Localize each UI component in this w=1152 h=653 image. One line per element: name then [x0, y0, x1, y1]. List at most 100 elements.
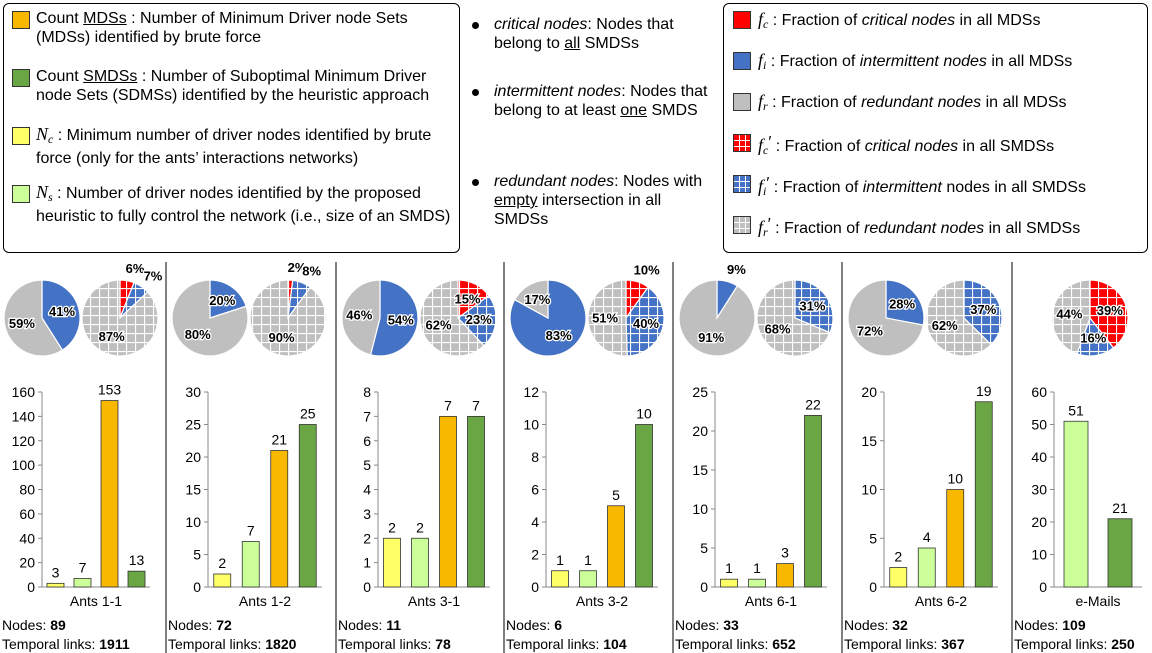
footer-nodes: Nodes: 33 — [675, 617, 739, 634]
legend-term: MDSs — [83, 10, 127, 27]
pie-label-intermittent: 20% — [209, 293, 235, 308]
fraction-pre: : Fraction of — [767, 94, 862, 111]
pie-label-intermittent: 40% — [633, 316, 659, 331]
y-tick-label: 10 — [1031, 547, 1047, 563]
bar-value-label: 4 — [923, 529, 931, 545]
pie-label-intermittent: 54% — [388, 313, 414, 328]
bar-value-label: 25 — [300, 406, 316, 422]
node-type-pre: : Nodes that belong to at least — [494, 83, 708, 119]
y-tick-label: 8 — [531, 449, 539, 465]
y-tick-label: 0 — [531, 579, 539, 595]
y-tick-label: 0 — [1039, 579, 1047, 595]
bar-value-label: 21 — [271, 432, 287, 448]
bar-value-label: 2 — [218, 555, 226, 571]
fraction-term: intermittent — [862, 179, 942, 196]
bar-count-mdss — [776, 563, 794, 588]
pie-label-intermittent: 31% — [799, 298, 825, 313]
footer-links-value: 104 — [603, 636, 627, 652]
pie-mds-slice-redundant — [3, 279, 64, 357]
legend-text-nc: Nc : Minimum number of driver nodes iden… — [36, 125, 454, 168]
fraction-pre: : Fraction of — [768, 12, 862, 29]
y-tick-label: 0 — [193, 579, 201, 595]
node-type-pre: : Nodes that belong to — [494, 16, 674, 52]
footer-nodes-label: Nodes: — [506, 617, 555, 633]
network-label: Ants 3-2 — [576, 593, 628, 609]
fraction-symbol: f — [758, 217, 764, 237]
node-type-key: empty — [494, 192, 538, 209]
pie-mds-slice-redundant — [513, 279, 549, 320]
legend-description: : Minimum number of driver nodes identif… — [36, 127, 432, 167]
footer-links-label: Temporal links: — [844, 636, 942, 652]
footer-nodes-label: Nodes: — [338, 617, 387, 633]
fraction-symbol: f — [758, 9, 764, 29]
bar-value-label: 51 — [1068, 402, 1084, 418]
footer-links-value: 652 — [772, 636, 796, 652]
y-tick-label: 60 — [19, 506, 35, 522]
network-label: e-Mails — [1075, 593, 1120, 609]
bar-count-smdss — [804, 414, 822, 588]
fraction-post: in all MDSs — [986, 53, 1073, 70]
footer-links: Temporal links: 78 — [338, 636, 451, 653]
y-tick-label: 20 — [185, 449, 201, 465]
y-tick-label: 15 — [692, 462, 708, 478]
bar-value-label: 2 — [388, 519, 396, 535]
bar-nc — [46, 582, 65, 588]
y-tick-label: 20 — [861, 384, 877, 400]
y-tick-label: 12 — [523, 384, 539, 400]
y-tick-label: 5 — [700, 540, 708, 556]
y-tick-label: 25 — [692, 384, 708, 400]
pie-label-redundant: 68% — [765, 322, 791, 337]
y-tick-label: 2 — [531, 547, 539, 563]
legend-node-type: intermittent nodes: Nodes that belong to… — [494, 82, 716, 120]
legend-swatch-nc — [12, 127, 30, 145]
footer-nodes: Nodes: 89 — [2, 617, 66, 634]
fraction-legend-text: fr′ : Fraction of redundant nodes in all… — [758, 215, 1146, 242]
bar-value-label: 2 — [416, 519, 424, 535]
legend-subscript: s — [48, 190, 53, 204]
legend-node-type: critical nodes: Nodes that belong to all… — [494, 15, 716, 53]
legend-node-types — [463, 3, 718, 253]
bar-value-label: 7 — [472, 397, 480, 413]
y-tick-label: 6 — [531, 482, 539, 498]
fraction-pre: : Fraction of — [766, 53, 860, 70]
y-tick-label: 60 — [1031, 384, 1047, 400]
footer-nodes-value: 89 — [50, 617, 66, 633]
bar-count-smdss — [1107, 518, 1133, 588]
y-tick-label: 25 — [185, 417, 201, 433]
footer-links-label: Temporal links: — [1014, 636, 1112, 652]
bar-value-label: 2 — [894, 549, 902, 565]
pie-label-intermittent: 9% — [727, 262, 746, 277]
y-tick-label: 20 — [692, 423, 708, 439]
bar-value-label: 7 — [247, 523, 255, 539]
node-type-term: redundant nodes — [494, 173, 615, 190]
legend-fractions — [723, 3, 1148, 253]
bar-nc — [889, 567, 908, 588]
node-type-post: SMDS — [647, 102, 698, 119]
pie-label-critical: 15% — [454, 291, 480, 306]
fraction-symbol: f — [758, 176, 764, 196]
bar-count-mdss — [607, 505, 625, 588]
fraction-subscript: r — [763, 99, 768, 113]
y-tick-label: 3 — [363, 506, 371, 522]
fraction-post: in all MDSs — [955, 12, 1041, 29]
bar-value-label: 10 — [947, 471, 963, 487]
footer-nodes-label: Nodes: — [1014, 617, 1063, 633]
legend-swatch-count_smdss — [12, 69, 30, 87]
pie-label-intermittent: 23% — [466, 312, 492, 327]
network-label: Ants 3-1 — [408, 593, 460, 609]
footer-links-value: 1820 — [265, 636, 297, 652]
pie-mds-slice-intermittent — [369, 279, 419, 357]
footer-nodes-label: Nodes: — [2, 617, 51, 633]
pie-label-redundant: 62% — [932, 318, 958, 333]
pie-label-redundant: 90% — [269, 330, 295, 345]
y-tick-label: 40 — [1031, 449, 1047, 465]
legend-prefix: Count — [36, 68, 84, 85]
pie-label-intermittent: 8% — [302, 263, 321, 278]
fraction-post: in all MDSs — [981, 94, 1067, 111]
bar-value-label: 3 — [52, 564, 60, 580]
footer-links-label: Temporal links: — [168, 636, 266, 652]
footer-links: Temporal links: 367 — [844, 636, 965, 653]
pie-smds-slice-intermittent — [963, 279, 1003, 346]
bar-count-mdss — [439, 415, 457, 588]
